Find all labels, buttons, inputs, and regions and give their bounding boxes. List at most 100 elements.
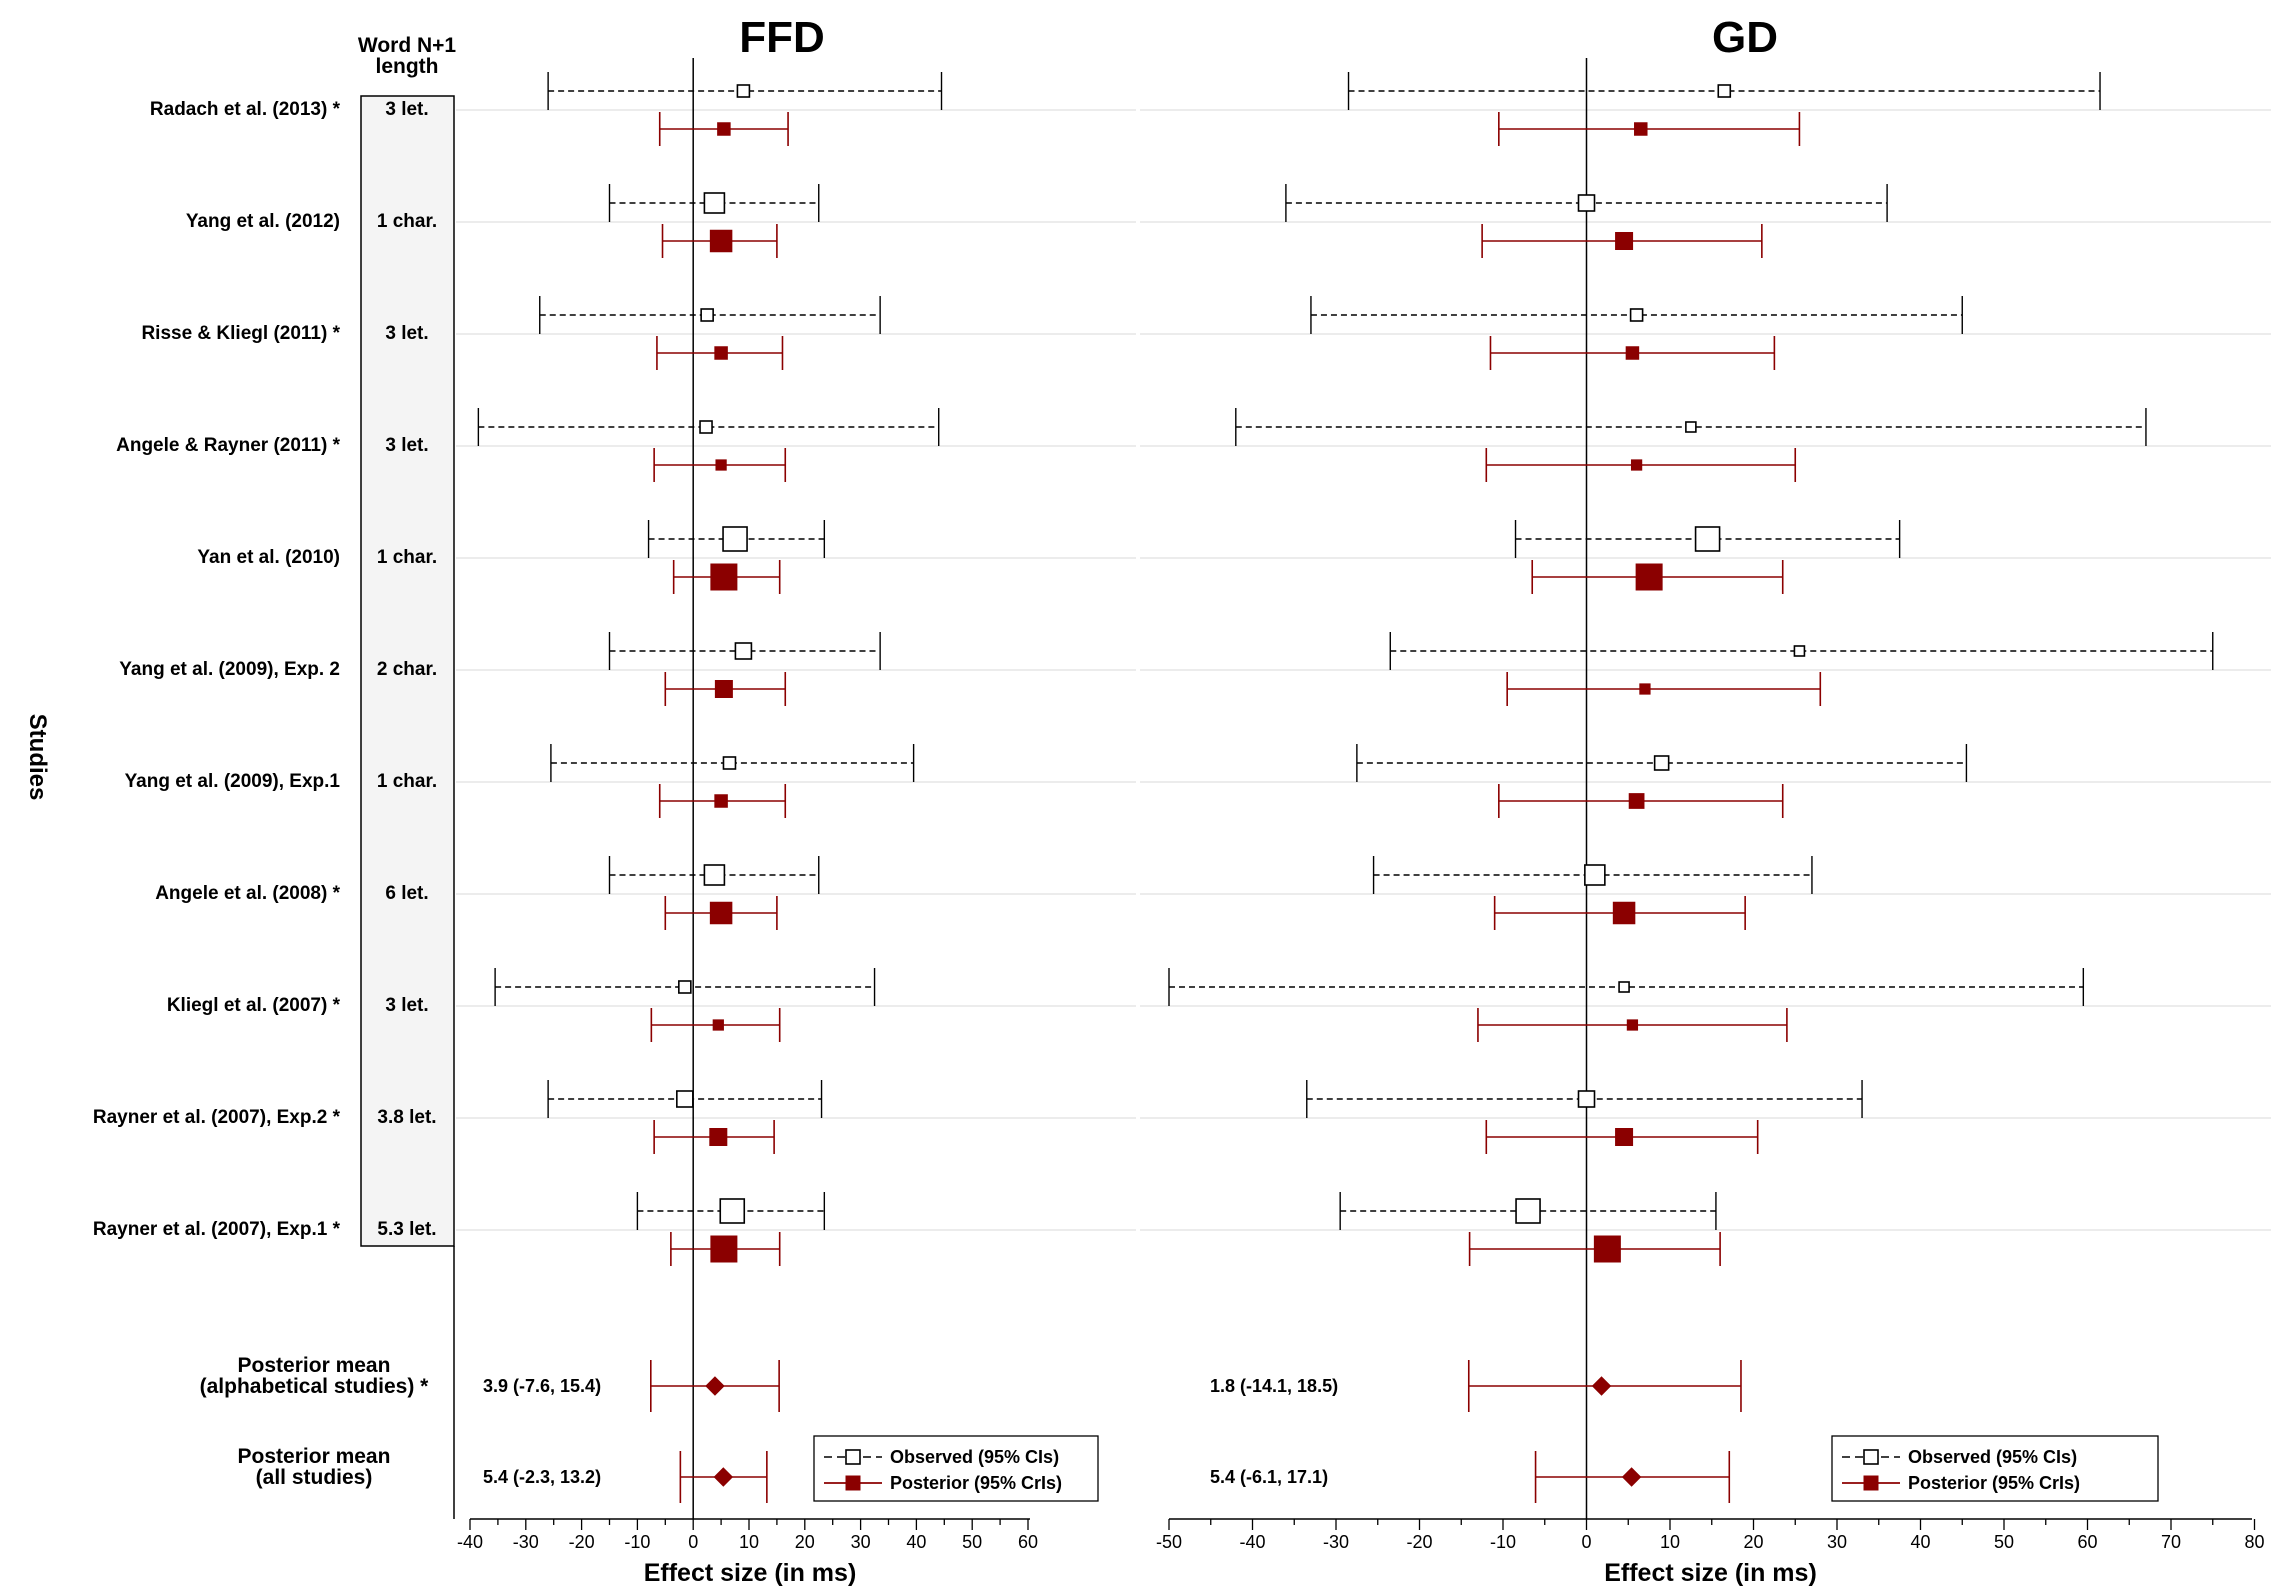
- posterior-point: [1615, 232, 1634, 250]
- word-length-label: 6 let.: [385, 883, 428, 904]
- observed-point: [1577, 1090, 1596, 1108]
- pooled-value: 5.4 (-6.1, 17.1): [1210, 1467, 1328, 1487]
- panel-title: GD: [1712, 13, 1778, 62]
- posterior-point: [1634, 122, 1648, 136]
- word-length-label: 3 let.: [385, 323, 428, 344]
- word-length-label: 3 let.: [385, 995, 428, 1016]
- word-length-label: 3 let.: [385, 99, 428, 120]
- x-tick-label: 30: [851, 1532, 871, 1552]
- posterior-point: [712, 1019, 724, 1031]
- observed-point: [1584, 864, 1606, 886]
- study-label: Kliegl et al. (2007) *: [167, 995, 341, 1016]
- observed-point: [703, 192, 726, 214]
- study-label: Rayner et al. (2007), Exp.2 *: [93, 1107, 341, 1128]
- study-label: Angele & Rayner (2011) *: [116, 435, 340, 456]
- posterior-point: [1615, 1128, 1634, 1146]
- observed-point: [1653, 755, 1670, 771]
- gd-panel: GD 1.8 (-14.1, 18.5) 5.4 (-6.1, 17.1) -50 -4…: [1140, 13, 2271, 1587]
- observed-point: [1717, 84, 1732, 98]
- posterior-point: [709, 901, 733, 925]
- pooled-diamond: [1621, 1467, 1642, 1487]
- observed-point: [722, 526, 748, 552]
- study-label: Angele et al. (2008) *: [155, 883, 340, 904]
- legend-observed-label: Observed (95% CIs): [890, 1447, 1059, 1467]
- word-length-label: 1 char.: [377, 547, 437, 568]
- x-tick-label: -40: [1239, 1532, 1265, 1552]
- study-label: Yang et al. (2012): [186, 211, 340, 232]
- posterior-point: [714, 794, 728, 808]
- x-tick-label: -10: [624, 1532, 650, 1552]
- legend-posterior-marker: [1863, 1475, 1879, 1491]
- observed-point: [722, 756, 737, 770]
- x-tick-label: 50: [1994, 1532, 2014, 1552]
- word-length-label: 2 char.: [377, 659, 437, 680]
- posterior-point: [1626, 1019, 1639, 1031]
- observed-point: [1577, 194, 1596, 212]
- x-tick-label: 0: [688, 1532, 698, 1552]
- study-label: Rayner et al. (2007), Exp.1 *: [93, 1219, 341, 1240]
- posterior-point: [714, 346, 728, 360]
- posterior-point: [710, 563, 738, 591]
- study-labels: Radach et al. (2013) * 3 let. Yang et al. …: [93, 95, 455, 1519]
- posterior-point: [715, 459, 727, 471]
- pooled-diamond: [705, 1376, 725, 1396]
- posterior-point: [1630, 459, 1643, 471]
- legend-box: [1831, 1435, 2159, 1502]
- word-length-label: 5.3 let.: [377, 1219, 436, 1240]
- study-label: Risse & Kliegl (2011) *: [141, 323, 340, 344]
- x-tick-label: 50: [962, 1532, 982, 1552]
- pooled-value: 1.8 (-14.1, 18.5): [1210, 1376, 1338, 1396]
- posterior-point: [714, 680, 733, 698]
- observed-point: [1629, 308, 1644, 322]
- observed-point: [700, 308, 714, 322]
- posterior-point: [1639, 683, 1651, 695]
- posterior-point: [709, 229, 733, 253]
- ffd-panel: FFD 3.9 (-7.6, 15.4) 5.4 (-2.3, 13.2) -40 -3…: [456, 13, 1136, 1587]
- posterior-point: [709, 1128, 728, 1146]
- pooled-label: (alphabetical studies) *: [200, 1375, 430, 1398]
- word-length-label: 1 char.: [377, 211, 437, 232]
- posterior-point: [710, 1235, 738, 1263]
- x-axis-label: Effect size (in ms): [1604, 1559, 1817, 1587]
- observed-point: [736, 84, 751, 98]
- posterior-point: [1612, 901, 1636, 925]
- posterior-point: [1593, 1235, 1621, 1263]
- posterior-point: [717, 122, 731, 136]
- x-tick-label: 20: [795, 1532, 815, 1552]
- observed-point: [734, 642, 753, 660]
- x-tick-label: -50: [1156, 1532, 1182, 1552]
- x-tick-label: -30: [513, 1532, 539, 1552]
- x-tick-label: 10: [739, 1532, 759, 1552]
- length-column-box: [360, 95, 455, 1247]
- legend-observed-marker: [845, 1449, 861, 1465]
- observed-point: [1793, 645, 1806, 657]
- pooled-label: Posterior mean: [238, 1445, 391, 1468]
- legend-posterior-marker: [845, 1475, 861, 1491]
- study-label: Yan et al. (2010): [197, 547, 340, 568]
- x-tick-label: 60: [2077, 1532, 2097, 1552]
- legend-posterior-label: Posterior (95% CrIs): [890, 1473, 1062, 1493]
- x-tick-label: 0: [1581, 1532, 1591, 1552]
- observed-point: [676, 1090, 694, 1108]
- pooled-label: (all studies): [256, 1466, 373, 1489]
- x-tick-label: 40: [906, 1532, 926, 1552]
- legend-posterior-label: Posterior (95% CrIs): [1908, 1473, 2080, 1493]
- observed-point: [699, 420, 713, 434]
- x-tick-label: -20: [569, 1532, 595, 1552]
- x-tick-label: -30: [1323, 1532, 1349, 1552]
- length-header-line1: Word N+1: [358, 34, 457, 57]
- study-label: Yang et al. (2009), Exp. 2: [119, 659, 340, 680]
- y-axis-label: Studies: [24, 714, 51, 801]
- pooled-diamond: [1591, 1376, 1612, 1396]
- pooled-diamond: [713, 1467, 734, 1487]
- x-tick-label: -40: [457, 1532, 483, 1552]
- study-label: Radach et al. (2013) *: [150, 99, 341, 120]
- x-tick-label: 60: [1018, 1532, 1038, 1552]
- x-tick-label: -10: [1490, 1532, 1516, 1552]
- x-tick-label: 10: [1660, 1532, 1680, 1552]
- length-header-line2: length: [376, 55, 439, 78]
- observed-point: [678, 980, 692, 994]
- x-tick-label: 40: [1910, 1532, 1930, 1552]
- panel-title: FFD: [739, 13, 825, 62]
